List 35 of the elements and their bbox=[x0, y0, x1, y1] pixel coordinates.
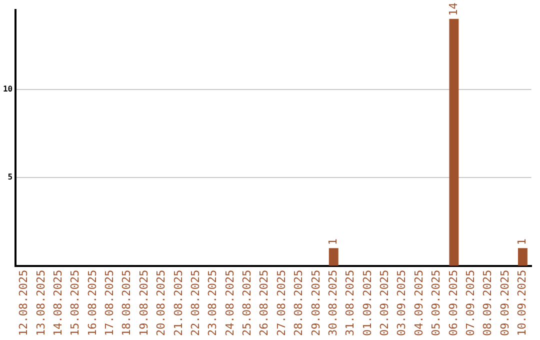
x-tick-label: 12.08.2025 bbox=[17, 270, 30, 336]
x-tick-label: 16.08.2025 bbox=[86, 270, 99, 336]
x-tick-label: 30.08.2025 bbox=[326, 270, 340, 336]
x-tick-label: 02.09.2025 bbox=[378, 270, 392, 336]
x-tick-label: 17.08.2025 bbox=[103, 270, 116, 336]
x-tick-label: 20.08.2025 bbox=[154, 270, 168, 336]
x-tick-label: 09.09.2025 bbox=[498, 270, 512, 336]
x-tick-label: 07.09.2025 bbox=[464, 270, 477, 336]
data-label: 1 bbox=[516, 238, 529, 246]
y-tick-label: 10 bbox=[2, 84, 13, 94]
x-tick-label: 21.08.2025 bbox=[172, 270, 185, 336]
x-tick-label: 05.09.2025 bbox=[430, 270, 443, 336]
x-tick-label: 04.09.2025 bbox=[412, 270, 426, 336]
x-tick-label: 28.08.2025 bbox=[292, 270, 306, 336]
x-tick-label: 25.08.2025 bbox=[240, 270, 254, 336]
x-tick-label: 15.08.2025 bbox=[68, 270, 82, 336]
x-tick-label: 26.08.2025 bbox=[258, 270, 271, 336]
x-tick-label: 19.08.2025 bbox=[137, 270, 150, 336]
x-tick-label: 24.08.2025 bbox=[223, 270, 236, 336]
x-tick-label: 29.08.2025 bbox=[309, 270, 322, 336]
data-label: 1 bbox=[326, 238, 340, 246]
x-tick-label: 22.08.2025 bbox=[188, 270, 202, 336]
x-tick-label: 13.08.2025 bbox=[34, 270, 48, 336]
x-tick-label: 01.09.2025 bbox=[360, 270, 374, 336]
x-tick-label: 18.08.2025 bbox=[120, 270, 134, 336]
data-label: 14 bbox=[446, 2, 460, 16]
x-tick-label: 06.09.2025 bbox=[446, 270, 460, 336]
x-tick-label: 14.08.2025 bbox=[51, 270, 64, 336]
x-tick-label: 03.09.2025 bbox=[395, 270, 408, 336]
x-tick-label: 23.08.2025 bbox=[206, 270, 220, 336]
y-tick-label: 5 bbox=[8, 172, 13, 182]
x-tick-label: 08.09.2025 bbox=[481, 270, 494, 336]
x-tick-label: 10.09.2025 bbox=[516, 270, 529, 336]
x-tick-label: 31.08.2025 bbox=[344, 270, 357, 336]
x-tick-label: 27.08.2025 bbox=[274, 270, 288, 336]
